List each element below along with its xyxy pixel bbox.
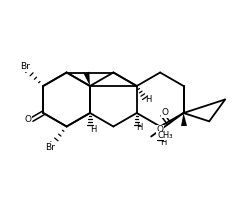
Text: H: H — [146, 96, 152, 104]
Text: H: H — [90, 125, 96, 134]
Text: Br: Br — [20, 62, 30, 71]
Polygon shape — [83, 72, 90, 86]
Text: O: O — [24, 115, 31, 124]
Text: CH₃: CH₃ — [157, 131, 173, 140]
Text: O: O — [161, 108, 168, 117]
Polygon shape — [181, 113, 187, 126]
Text: H: H — [160, 138, 166, 147]
Text: Br: Br — [45, 143, 55, 152]
Text: O: O — [157, 125, 164, 134]
Text: H: H — [137, 124, 143, 133]
